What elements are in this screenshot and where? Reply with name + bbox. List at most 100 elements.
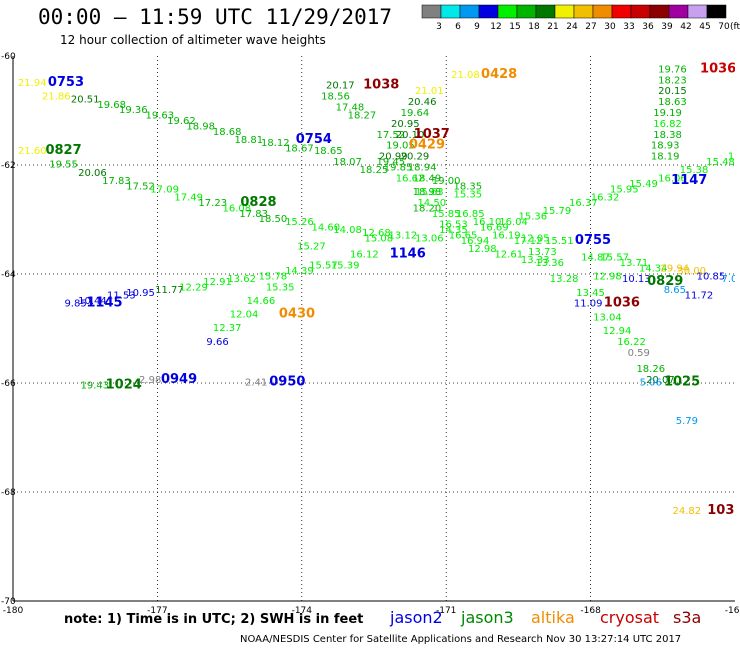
wave-height-label: 17.83 [102, 176, 131, 187]
wave-height-label: 20.10 [396, 130, 425, 141]
wave-height-label: 14.87 [581, 252, 610, 263]
wave-height-label: 14.39 [285, 266, 314, 277]
wave-height-label: 18.65 [314, 146, 343, 157]
wave-height-label: 18.23 [658, 75, 687, 86]
wave-height-label: 12.68 [362, 228, 391, 239]
footer-credit: NOAA/NESDIS Center for Satellite Applica… [240, 634, 682, 645]
wave-height-label: 16.04 [499, 217, 528, 228]
wave-height-label: 18.07 [333, 157, 362, 168]
wave-height-label: 15.57 [600, 252, 629, 263]
wave-height-label: 18.49 [413, 173, 442, 184]
wave-height-label: 14.66 [247, 296, 276, 307]
wave-height-label: 12.98 [468, 244, 497, 255]
wave-height-label: 11.77 [155, 285, 184, 296]
wave-height-label: 15.49 [629, 179, 658, 190]
pass-time-label: 0754 [296, 132, 332, 147]
wave-height-label: 12.98 [593, 271, 622, 282]
wave-height-label: 17.49 [174, 192, 203, 203]
y-tick-label: -64 [1, 270, 16, 280]
wave-height-label: 18.19 [651, 152, 680, 163]
legend-label: 15 [509, 22, 520, 32]
pass-time-label: 0755 [575, 233, 611, 248]
wave-height-label: 15.57 [309, 261, 338, 272]
wave-height-label: 12.61 [494, 250, 523, 261]
wave-height-label: 15.39 [331, 261, 360, 272]
plot-frame [12, 56, 735, 602]
wave-height-label: 15.35 [454, 190, 483, 201]
wave-height-label: 16.10 [473, 217, 502, 228]
chart-title: 00:00 – 11:59 UTC 11/29/2017 [38, 5, 393, 29]
wave-height-label: 21.94 [18, 78, 47, 89]
wave-height-label: 21.86 [42, 92, 71, 103]
wave-height-label: 13.28 [550, 274, 579, 285]
wave-height-label: 21.08 [451, 70, 480, 81]
wave-height-label: 12.04 [230, 310, 259, 321]
legend-swatch [706, 4, 727, 19]
wave-height-label: 30.00 [677, 266, 706, 277]
wave-height-label: 17.52 [377, 130, 406, 141]
wave-height-label: 20.99 [379, 152, 408, 163]
wave-height-label: 12.29 [179, 282, 208, 293]
pass-time-label: 1038 [363, 78, 399, 93]
wave-height-label: 16.06 [658, 173, 687, 184]
wave-height-label: 14.08 [333, 225, 362, 236]
wave-height-label: 19.55 [49, 160, 78, 171]
wave-height-label: 20.17 [326, 81, 355, 92]
x-tick-label: -168 [580, 606, 601, 616]
wave-height-label: 19.36 [119, 105, 148, 116]
wave-height-label: 12.37 [213, 323, 242, 334]
wave-height-label: 19.45 [377, 157, 406, 168]
wave-height-label: 14.60 [312, 222, 341, 233]
wave-height-label: 19.00 [432, 176, 461, 187]
wave-height-label: 29.94 [661, 263, 690, 274]
pass-time-label: 1147 [671, 173, 707, 188]
y-tick-label: -66 [1, 379, 16, 389]
wave-height-label: 18.98 [413, 187, 442, 198]
y-tick-label: -62 [1, 161, 16, 171]
wave-height-label: 18.35 [454, 182, 483, 193]
y-tick-label: -70 [1, 597, 16, 607]
pass-time-label: 1145 [86, 296, 122, 311]
wave-height-label: 16.53 [439, 220, 468, 231]
x-tick-label: -165 [725, 606, 740, 616]
wave-height-label: 16.12 [350, 250, 379, 261]
legend-label: 18 [528, 22, 540, 32]
wave-height-label: 13.04 [593, 312, 622, 323]
wave-height-label: 17.52 [126, 182, 155, 193]
wave-height-label: 15.38 [680, 165, 709, 176]
wave-height-label: 21.01 [415, 86, 444, 97]
satellite-label-cryosat: cryosat [600, 608, 660, 627]
wave-height-label: 13.06 [415, 233, 444, 244]
wave-height-label: 11.72 [685, 291, 714, 302]
wave-height-label: 15.79 [543, 206, 572, 217]
wave-height-label: 20.51 [71, 94, 100, 105]
pass-time-label: 0827 [45, 143, 81, 158]
wave-height-label: 18.81 [235, 135, 264, 146]
legend-label: 3 [436, 22, 442, 32]
legend-unit: (ft) [730, 22, 740, 32]
wave-height-label: 18.94 [408, 162, 437, 173]
wave-height-label: 20.46 [408, 97, 437, 108]
legend-label: 33 [623, 22, 634, 32]
wave-height-label: 16.82 [653, 119, 682, 130]
wave-height-label: 17.83 [239, 209, 268, 220]
wave-height-label: 18.56 [321, 92, 350, 103]
wave-height-label: 15.48 [706, 157, 735, 168]
wave-height-label: 17.48 [336, 103, 365, 114]
satellite-label-jason3: jason3 [461, 608, 514, 627]
pass-time-label: 1036 [604, 296, 640, 311]
legend-label: 27 [585, 22, 596, 32]
wave-height-label: 13.71 [620, 258, 649, 269]
wave-height-label: 10.95 [126, 288, 155, 299]
wave-height-label: 18.25 [360, 165, 389, 176]
wave-height-label: 19.19 [653, 108, 682, 119]
wave-height-label: 17.09 [150, 184, 179, 195]
satellite-label-altika: altika [531, 608, 575, 627]
wave-height-label: 13.62 [227, 274, 256, 285]
wave-height-label: 13.12 [389, 231, 418, 242]
wave-height-label: 12.94 [603, 326, 632, 337]
wave-height-label: 15.27 [297, 241, 326, 252]
wave-height-label: 20.95 [391, 119, 420, 130]
pass-time-label: 1037 [414, 127, 450, 142]
